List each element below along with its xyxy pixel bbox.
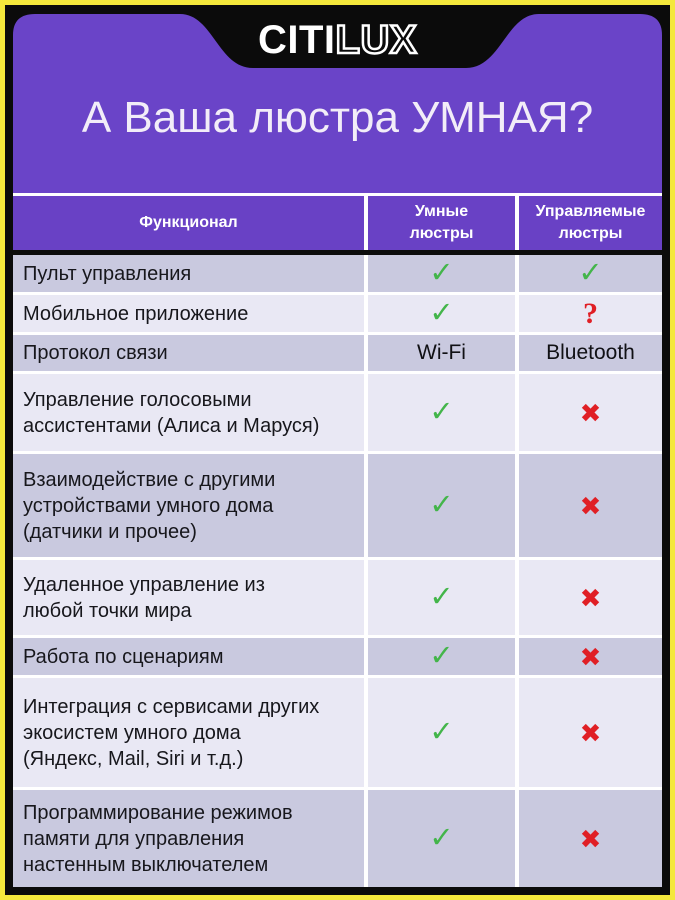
outer-frame: CITILUX А Ваша люстра УМНАЯ? Функционал … [5,5,670,895]
feature-cell: Программирование режимов памяти для упра… [13,790,364,887]
check-icon: ✓ [429,581,454,613]
check-icon: ✓ [578,257,603,289]
feature-label: Работа по сценариям [23,645,224,668]
controlled-value-cell: Bluetooth [519,335,662,371]
feature-label: Интеграция с сервисами других экосистем … [23,695,320,770]
table-header-feature: Функционал [13,196,364,250]
question-icon: ? [583,296,598,330]
smart-value-cell: ✓ [368,255,515,292]
cross-icon: ✖ [579,397,602,428]
check-icon: ✓ [429,489,454,521]
table-header-row: Функционал Умные люстры Управляемые люст… [13,196,662,250]
feature-cell: Управление голосовыми ассистентами (Алис… [13,374,364,451]
brand-logo-solid: CITI [257,18,336,62]
smart-value-cell: ✓ [368,638,515,675]
smart-value-cell: ✓ [368,295,515,332]
cross-icon: ✖ [579,641,602,672]
feature-cell: Работа по сценариям [13,638,364,675]
controlled-value-cell: ✖ [519,454,662,557]
brand-logo-outline: LUX [334,18,418,62]
brand-logo: CITILUX [13,18,662,62]
value-text: Bluetooth [546,341,635,364]
feature-cell: Интеграция с сервисами других экосистем … [13,678,364,787]
smart-value-cell: ✓ [368,790,515,887]
logo-curve-shape [13,13,662,73]
check-icon: ✓ [429,297,454,329]
controlled-value-cell: ✖ [519,678,662,787]
controlled-value-cell: ✓ [519,255,662,292]
feature-cell: Пульт управления [13,255,364,292]
check-icon: ✓ [429,640,454,672]
table-top-divider [13,193,662,196]
table-header-smart: Умные люстры [368,196,515,250]
cross-icon: ✖ [579,490,602,521]
cross-icon: ✖ [579,717,602,748]
controlled-value-cell: ✖ [519,374,662,451]
feature-cell: Удаленное управление из любой точки мира [13,560,364,635]
controlled-value-cell: ✖ [519,638,662,675]
feature-label: Удаленное управление из любой точки мира [23,573,265,622]
check-icon: ✓ [429,396,454,428]
header-separator [13,250,662,255]
controlled-value-cell: ? [519,295,662,332]
feature-cell: Протокол связи [13,335,364,371]
cross-icon: ✖ [579,582,602,613]
check-icon: ✓ [429,716,454,748]
poster-content: CITILUX А Ваша люстра УМНАЯ? Функционал … [13,13,662,887]
feature-cell: Мобильное приложение [13,295,364,332]
feature-label: Мобильное приложение [23,302,249,325]
comparison-table: Функционал Умные люстры Управляемые люст… [13,193,662,887]
check-icon: ✓ [429,822,454,854]
check-icon: ✓ [429,257,454,289]
smart-value-cell: ✓ [368,374,515,451]
cross-icon: ✖ [579,823,602,854]
logo-band [13,13,662,73]
feature-label: Пульт управления [23,262,192,285]
feature-label: Протокол связи [23,342,168,364]
smart-value-cell: Wi-Fi [368,335,515,371]
value-text: Wi-Fi [417,341,466,364]
feature-label: Взаимодействие с другими устройствами ум… [23,468,276,543]
feature-cell: Взаимодействие с другими устройствами ум… [13,454,364,557]
smart-value-cell: ✓ [368,678,515,787]
feature-label: Программирование режимов памяти для упра… [23,801,293,876]
smart-value-cell: ✓ [368,454,515,557]
feature-label: Управление голосовыми ассистентами (Алис… [23,388,320,437]
controlled-value-cell: ✖ [519,790,662,887]
controlled-value-cell: ✖ [519,560,662,635]
smart-value-cell: ✓ [368,560,515,635]
table-body: Пульт управления ✓ ✓ Мобильное приложение ✓?… [13,255,662,887]
table-header-controlled: Управляемые люстры [519,196,662,250]
page-title: А Ваша люстра УМНАЯ? [81,93,594,142]
